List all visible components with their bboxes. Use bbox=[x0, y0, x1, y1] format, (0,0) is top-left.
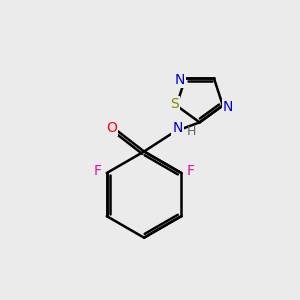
Text: N: N bbox=[175, 73, 185, 87]
Text: F: F bbox=[187, 164, 195, 178]
Text: H: H bbox=[187, 125, 196, 138]
Text: F: F bbox=[93, 164, 101, 178]
Text: N: N bbox=[223, 100, 233, 114]
Text: S: S bbox=[171, 97, 179, 111]
Text: O: O bbox=[106, 121, 117, 135]
Text: N: N bbox=[172, 121, 183, 135]
